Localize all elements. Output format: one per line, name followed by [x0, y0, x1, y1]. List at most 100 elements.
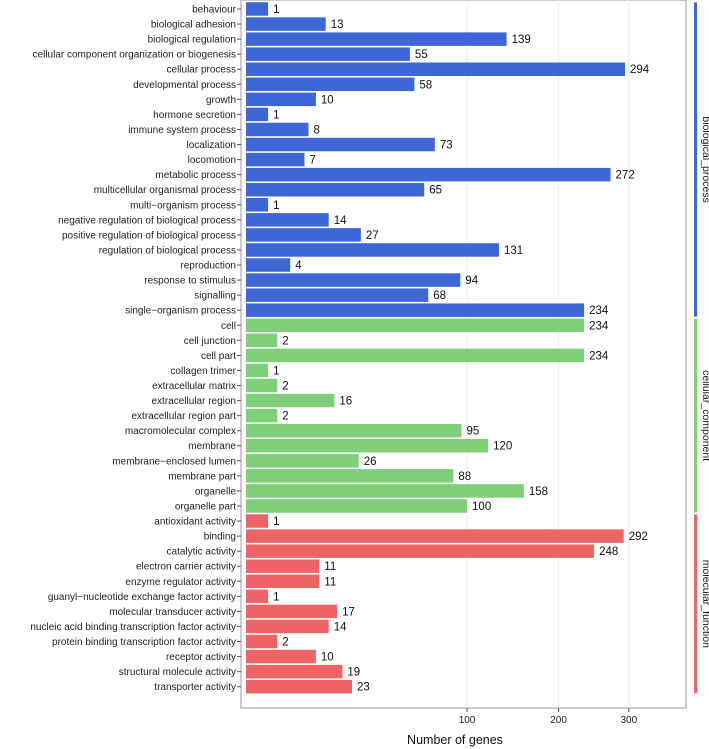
category-label: receptor activity — [166, 652, 236, 663]
value-label: 10 — [321, 94, 334, 106]
category-label: single−organism process — [125, 306, 236, 317]
value-label: 1 — [273, 200, 279, 212]
x-axis-title: Number of genes — [407, 733, 503, 747]
category-label: negative regulation of biological proces… — [58, 215, 236, 226]
category-label: membrane−enclosed lumen — [112, 456, 236, 467]
category-label: signalling — [194, 291, 236, 302]
bar — [246, 423, 462, 438]
bar — [246, 228, 361, 242]
category-label: growth — [206, 95, 236, 106]
value-label: 1 — [273, 4, 279, 16]
bar — [246, 62, 625, 76]
category-label: antioxidant activity — [154, 517, 236, 528]
facet-label: biological_process — [700, 116, 709, 202]
bar — [246, 303, 585, 317]
bar — [246, 152, 305, 167]
value-label: 7 — [309, 155, 315, 167]
category-label: multicellular organismal process — [94, 185, 236, 196]
bar — [246, 77, 415, 92]
value-label: 139 — [512, 34, 531, 46]
category-label: biological regulation — [148, 35, 236, 46]
value-label: 1 — [273, 109, 279, 121]
category-label: metabolic process — [155, 170, 236, 181]
category-label: cell part — [201, 351, 236, 362]
bar — [246, 393, 335, 408]
bar — [246, 122, 309, 137]
category-label: regulation of biological process — [99, 245, 236, 256]
category-label: collagen trimer — [170, 366, 236, 377]
value-label: 16 — [339, 396, 352, 408]
value-label: 14 — [334, 621, 347, 633]
bar — [246, 649, 316, 664]
category-label: catalytic activity — [167, 547, 236, 558]
value-label: 58 — [419, 79, 432, 91]
value-label: 11 — [324, 561, 336, 573]
value-label: 2 — [282, 411, 288, 423]
bar — [246, 348, 585, 363]
bar — [246, 469, 454, 483]
bar — [246, 514, 269, 528]
value-label: 100 — [472, 501, 491, 513]
category-label: positive regulation of biological proces… — [62, 230, 236, 241]
category-label: locomotion — [188, 155, 236, 166]
bar — [246, 182, 425, 197]
value-label: 2 — [282, 637, 288, 649]
facet-strip — [694, 318, 697, 513]
bar — [246, 634, 278, 649]
category-label: macromolecular complex — [125, 426, 236, 437]
bar — [246, 604, 338, 619]
bar — [246, 107, 269, 122]
category-label: organelle part — [175, 501, 236, 512]
bar — [246, 664, 343, 679]
value-label: 14 — [334, 215, 347, 227]
category-label: cell junction — [184, 336, 236, 347]
category-label: cellular component organization or bioge… — [33, 50, 236, 61]
category-label: localization — [187, 140, 236, 151]
bar — [246, 258, 291, 272]
facet-strip — [694, 514, 697, 694]
category-label: developmental process — [133, 80, 236, 91]
bar — [246, 484, 524, 498]
bar — [246, 589, 269, 604]
value-label: 234 — [589, 320, 609, 332]
bar — [246, 333, 278, 348]
bar — [246, 679, 353, 694]
bar — [246, 559, 320, 573]
value-label: 10 — [321, 652, 334, 664]
bar — [246, 17, 326, 31]
category-label: extracellular region part — [132, 411, 237, 422]
bar — [246, 408, 278, 423]
bar — [246, 198, 269, 212]
value-label: 234 — [589, 305, 609, 317]
value-label: 248 — [599, 546, 618, 558]
category-label: extracellular matrix — [152, 381, 236, 392]
value-label: 4 — [295, 260, 302, 272]
value-label: 8 — [314, 124, 320, 136]
bar — [246, 619, 329, 634]
bar — [246, 32, 507, 46]
category-label: response to stimulus — [144, 276, 236, 287]
category-label: reproduction — [180, 261, 236, 272]
value-label: 23 — [357, 682, 370, 694]
category-label: membrane — [188, 441, 236, 452]
bar — [246, 288, 429, 302]
value-label: 27 — [366, 230, 379, 242]
bar — [246, 438, 489, 453]
value-label: 65 — [429, 185, 442, 197]
value-label: 234 — [589, 350, 609, 362]
value-label: 88 — [458, 471, 471, 483]
value-label: 158 — [529, 486, 548, 498]
value-label: 1 — [273, 516, 279, 528]
category-label: behaviour — [192, 5, 237, 16]
x-tick-label: 200 — [550, 715, 567, 726]
value-label: 68 — [433, 290, 446, 302]
category-label: protein binding transcription factor act… — [52, 637, 236, 648]
category-label: cellular process — [167, 65, 236, 76]
category-label: guanyl−nucleotide exchange factor activi… — [48, 592, 236, 603]
value-label: 1 — [273, 365, 279, 377]
value-label: 95 — [466, 426, 479, 438]
bar — [246, 499, 468, 513]
bar — [246, 529, 624, 543]
category-label: multi−organism process — [130, 200, 236, 211]
